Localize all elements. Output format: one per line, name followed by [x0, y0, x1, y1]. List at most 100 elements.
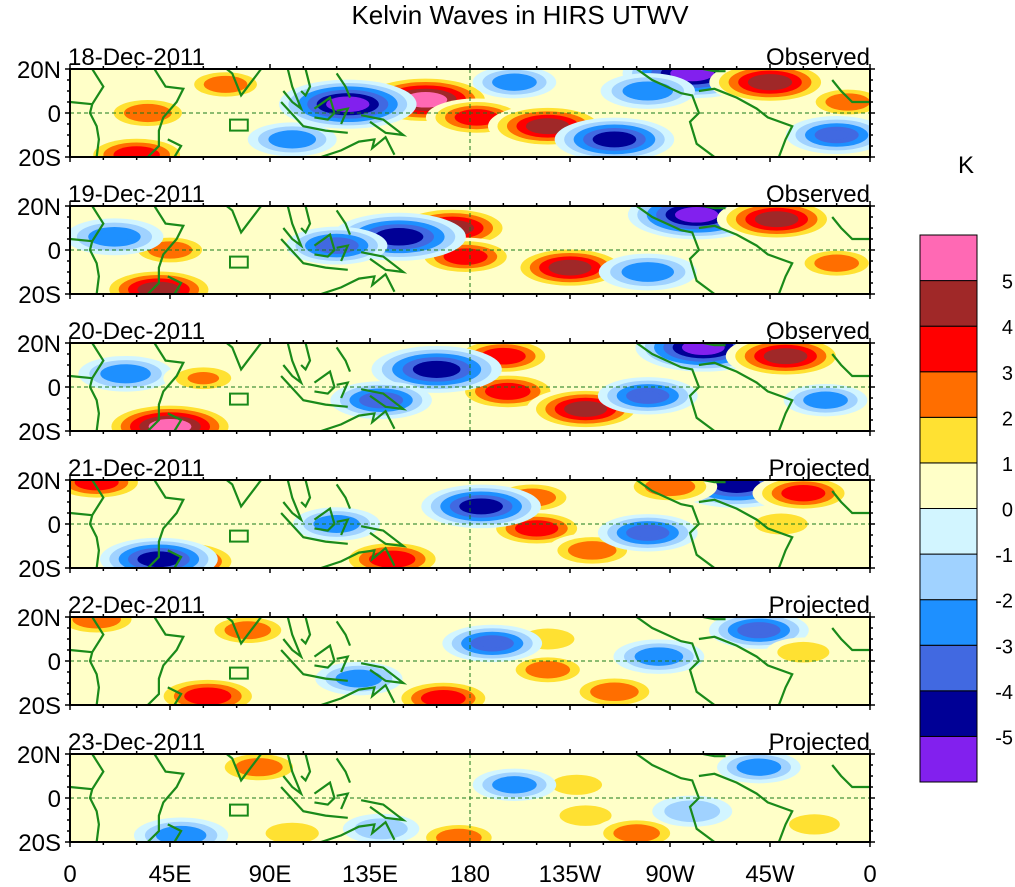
- coastline: [280, 649, 348, 682]
- anomaly-blob: [247, 122, 337, 157]
- panel-date: 22-Dec-2011: [68, 592, 205, 619]
- y-tick-label: 20N: [17, 194, 61, 221]
- coastline: [300, 480, 312, 509]
- anomaly-blob: [421, 484, 541, 529]
- contour-band: [788, 646, 819, 659]
- contour-band: [324, 240, 350, 251]
- anomaly-field: [70, 69, 870, 157]
- anomaly-blob: [783, 384, 868, 417]
- anomaly-blob: [442, 624, 543, 663]
- panel-status: Projected: [769, 729, 870, 756]
- contour-band: [562, 779, 592, 791]
- coastline: [313, 643, 336, 669]
- contour-band: [764, 214, 790, 224]
- panel-status: Projected: [769, 455, 870, 482]
- contour-band: [123, 149, 150, 157]
- anomaly-blob: [709, 69, 831, 105]
- anomaly-blob: [133, 817, 229, 842]
- coastline: [360, 525, 408, 548]
- coastline: [313, 369, 336, 395]
- coastline: [335, 346, 352, 373]
- contour-band: [679, 69, 705, 78]
- coastline: [336, 381, 350, 399]
- y-tick-label: 20S: [18, 693, 61, 720]
- colorbar-swatch: [919, 462, 978, 509]
- coastline: [636, 754, 716, 842]
- colorbar-swatch: [919, 690, 978, 737]
- anomaly-blob: [709, 617, 809, 649]
- colorbar-swatch: [919, 735, 978, 783]
- contour-band: [194, 691, 222, 702]
- anomaly-blob: [598, 253, 697, 291]
- coastline: [167, 823, 183, 842]
- anomaly-blob: [254, 818, 331, 842]
- anomaly-field: [70, 206, 870, 294]
- coastline: [167, 686, 183, 705]
- x-tick-label: 45E: [149, 861, 192, 887]
- colorbar-level-label: 0: [1002, 500, 1013, 522]
- y-tick-label: 0: [48, 101, 61, 128]
- anomaly-blob: [794, 247, 870, 280]
- colorbar-swatch: [919, 234, 978, 282]
- coastline: [70, 100, 93, 106]
- contour-band: [501, 77, 528, 88]
- contour-band: [623, 828, 650, 839]
- coastline: [320, 135, 396, 157]
- contour-band: [99, 231, 130, 243]
- anomaly-blob: [597, 377, 698, 415]
- coastline: [300, 69, 312, 98]
- coastline: [147, 617, 186, 705]
- coastline: [224, 69, 262, 98]
- panel-status: Observed: [766, 44, 870, 71]
- coastline: [313, 506, 336, 532]
- coastline: [70, 785, 93, 791]
- contour-band: [535, 121, 561, 131]
- coastline: [336, 107, 350, 125]
- coastline: [300, 754, 312, 783]
- anomaly-blob: [593, 816, 681, 842]
- anomaly-blob: [70, 617, 143, 637]
- anomaly-blob: [622, 480, 718, 505]
- anomaly-blob: [725, 343, 846, 378]
- colorbar-level-label: 4: [1002, 317, 1013, 339]
- coastline: [336, 792, 350, 810]
- anomaly-blob: [554, 117, 675, 157]
- coastline: [224, 617, 262, 646]
- colorbar: K -5 -4 -3 -2 -1 0 1 2 3 4 5: [919, 152, 1013, 783]
- coastline: [167, 412, 183, 431]
- anomaly-blob: [597, 514, 698, 552]
- coastline: [224, 206, 262, 235]
- anomaly-blob: [163, 362, 244, 394]
- contour-band: [746, 762, 772, 773]
- contour-band: [757, 77, 783, 87]
- coastline: [70, 374, 93, 380]
- contour-band: [824, 258, 850, 269]
- coastline: [282, 480, 304, 523]
- contour-band: [479, 638, 505, 648]
- contour-band: [335, 99, 361, 109]
- contour-band: [600, 686, 629, 698]
- coastline: [335, 620, 352, 647]
- contour-band: [635, 391, 661, 401]
- coastline: [320, 546, 396, 568]
- contour-band: [800, 818, 829, 831]
- contour-band: [494, 386, 521, 397]
- y-tick-label: 0: [48, 512, 61, 539]
- anomaly-field: [70, 617, 870, 705]
- coastline: [360, 799, 408, 822]
- colorbar-level-label: 2: [1002, 408, 1013, 430]
- colorbar-units-label: K: [958, 152, 974, 179]
- anomaly-blob: [70, 218, 164, 256]
- coastline: [282, 617, 304, 660]
- coastline: [280, 101, 348, 134]
- coastline: [831, 79, 870, 104]
- contour-band: [835, 97, 861, 107]
- coastline: [831, 216, 870, 241]
- contour-band: [111, 368, 140, 380]
- panel-3: 20N 0 20S 20-Dec-2011 Observed: [17, 318, 875, 446]
- coastline: [167, 138, 183, 157]
- anomaly-blob: [505, 653, 590, 686]
- y-tick-label: 0: [48, 238, 61, 265]
- y-tick-label: 20N: [17, 331, 61, 358]
- contour-band: [684, 210, 709, 220]
